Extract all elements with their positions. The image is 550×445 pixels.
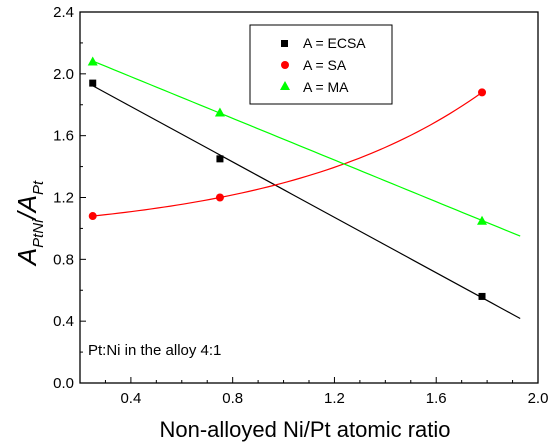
axis-ticks <box>79 11 539 384</box>
fit-line-0 <box>92 85 521 320</box>
x-tick-label: 0.4 <box>120 390 141 407</box>
point-sa <box>88 212 97 221</box>
y-tick-label: 0.0 <box>53 375 74 392</box>
point-sa <box>215 193 224 202</box>
y-axis-label-sub2: Pt <box>30 180 47 195</box>
legend-label-sa: A = SA <box>303 57 347 73</box>
y-axis-label: APtNi/APt <box>12 180 47 267</box>
point-ecsa <box>216 155 224 163</box>
y-tick-label: 2.0 <box>53 66 74 83</box>
legend: A = ECSA A = SA A = MA <box>249 24 393 105</box>
legend-marker-ma <box>280 81 290 90</box>
legend-marker-ecsa <box>281 40 288 47</box>
fit-line-2 <box>92 60 521 237</box>
y-axis-label-sub1: PtNi <box>30 219 47 248</box>
legend-label-ma: A = MA <box>303 79 349 95</box>
x-axis-label: Non-alloyed Ni/Pt atomic ratio <box>159 417 450 442</box>
x-tick-label: 1.2 <box>324 390 345 407</box>
annotation: Pt:Ni in the alloy 4:1 <box>88 342 221 359</box>
point-ecsa <box>89 79 97 87</box>
y-axis-label-main: A <box>12 248 42 267</box>
point-ecsa <box>478 292 486 300</box>
y-tick-label: 1.2 <box>53 190 74 207</box>
point-sa <box>478 88 487 97</box>
y-tick-label: 2.4 <box>53 4 74 21</box>
legend-label-ecsa: A = ECSA <box>303 35 366 51</box>
y-tick-label: 1.6 <box>53 128 74 145</box>
point-ma <box>477 215 488 225</box>
y-tick-label: 0.8 <box>53 251 74 268</box>
point-ma <box>87 56 98 66</box>
y-axis-label-slash: /A <box>12 195 42 222</box>
fit-lines <box>92 60 521 320</box>
data-markers <box>87 56 488 300</box>
legend-box <box>249 24 393 105</box>
x-tick-label: 1.6 <box>426 390 447 407</box>
x-tick-label: 0.8 <box>222 390 243 407</box>
y-tick-label: 0.4 <box>53 313 74 330</box>
x-tick-label: 2.0 <box>528 390 549 407</box>
y-tick-labels: 0.0 0.4 0.8 1.2 1.6 2.0 2.4 <box>53 4 74 392</box>
legend-marker-sa <box>281 61 289 69</box>
fit-line-1 <box>92 91 483 217</box>
x-tick-labels: 0.4 0.8 1.2 1.6 2.0 <box>120 390 548 407</box>
point-ma <box>214 107 225 117</box>
